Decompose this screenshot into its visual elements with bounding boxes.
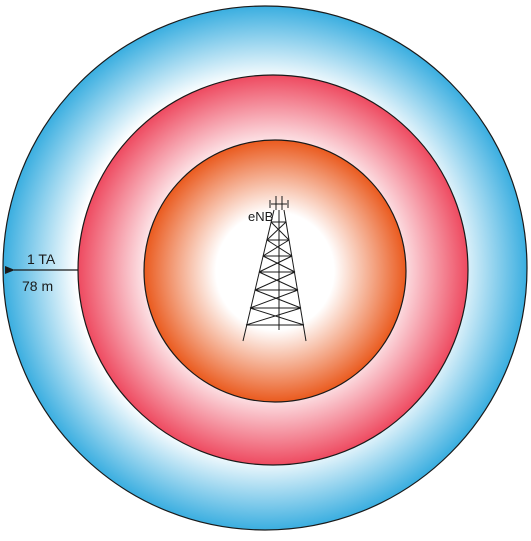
tower-icon: [242, 196, 307, 342]
distance-label: 78 m: [22, 278, 53, 294]
inner-ring: [143, 139, 407, 403]
ta-label: 1 TA: [27, 251, 56, 267]
tower-label: eNB: [248, 209, 273, 224]
